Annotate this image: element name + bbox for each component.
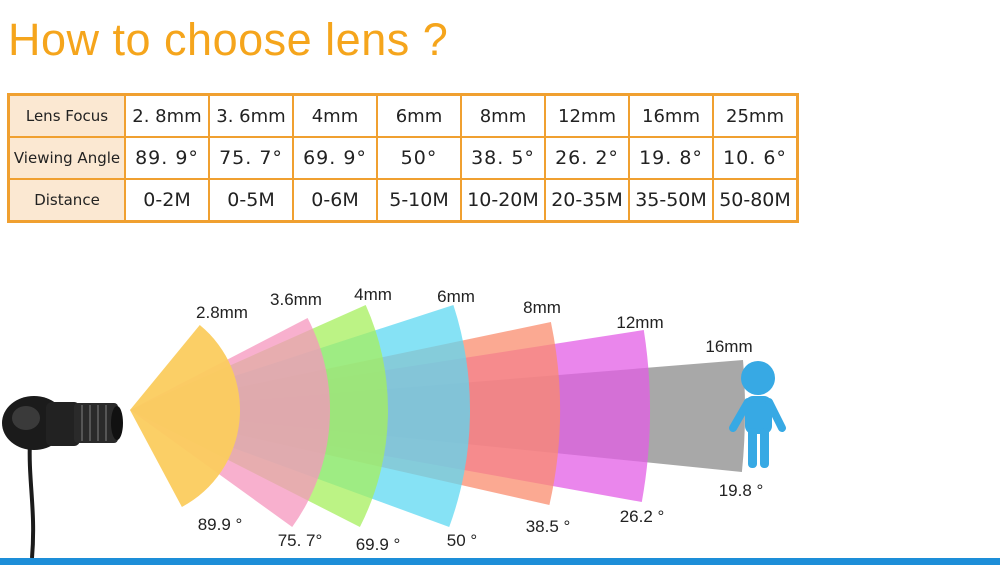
table-cell: 50-80M: [712, 178, 799, 223]
fan-angle-label: 89.9 °: [198, 515, 243, 534]
table-cell: 20-35M: [544, 178, 630, 223]
fan-angle-label: 69.9 °: [356, 535, 401, 554]
table-cell: 19. 8°: [628, 136, 714, 180]
table-cell: 8mm: [460, 93, 546, 138]
row-header: Distance: [7, 178, 126, 223]
table-cell: 0-5M: [208, 178, 294, 223]
table-cell: 10-20M: [460, 178, 546, 223]
field-of-view-diagram: 2.8mm 89.9 ° 3.6mm 75. 7° 4mm 69.9 ° 6mm 50 ° 8m…: [2, 285, 786, 559]
fan-focal-label: 8mm: [523, 298, 561, 317]
table-cell: 0-2M: [124, 178, 210, 223]
fan-angle-label: 38.5 °: [526, 517, 571, 536]
table-cell: 2. 8mm: [124, 93, 210, 138]
page-title: How to choose lens ?: [8, 14, 449, 65]
fan-angle-label: 19.8 °: [719, 481, 764, 500]
table-cell: 10. 6°: [712, 136, 799, 180]
table-row-viewing-angle: Viewing Angle 89. 9° 75. 7° 69. 9° 50° 3…: [7, 136, 799, 180]
table-cell: 0-6M: [292, 178, 378, 223]
fan-focal-label: 4mm: [354, 285, 392, 304]
table-cell: 38. 5°: [460, 136, 546, 180]
fan-focal-label: 2.8mm: [196, 303, 248, 322]
table-cell: 89. 9°: [124, 136, 210, 180]
table-cell: 75. 7°: [208, 136, 294, 180]
table-cell: 16mm: [628, 93, 714, 138]
fov-fan-28mm: [130, 325, 240, 507]
fov-labels: 2.8mm 89.9 ° 3.6mm 75. 7° 4mm 69.9 ° 6mm 50 ° 8m…: [196, 285, 763, 554]
table-row-lens-focus: Lens Focus 2. 8mm 3. 6mm 4mm 6mm 8mm 12m…: [7, 93, 799, 138]
table-cell: 25mm: [712, 93, 799, 138]
table-cell: 4mm: [292, 93, 378, 138]
camera-icon: [2, 396, 123, 559]
table-cell: 69. 9°: [292, 136, 378, 180]
fan-focal-label: 6mm: [437, 287, 475, 306]
row-header: Lens Focus: [7, 93, 126, 138]
table-cell: 26. 2°: [544, 136, 630, 180]
table-row-distance: Distance 0-2M 0-5M 0-6M 5-10M 10-20M 20-…: [7, 178, 799, 223]
table-cell: 50°: [376, 136, 462, 180]
fan-focal-label: 16mm: [705, 337, 752, 356]
lens-spec-table: Lens Focus 2. 8mm 3. 6mm 4mm 6mm 8mm 12m…: [7, 93, 799, 223]
fan-focal-label: 3.6mm: [270, 290, 322, 309]
row-header: Viewing Angle: [7, 136, 126, 180]
table-cell: 5-10M: [376, 178, 462, 223]
person-icon: [729, 361, 786, 468]
fov-fans: [130, 305, 746, 527]
fan-focal-label: 12mm: [616, 313, 663, 332]
fan-angle-label: 50 °: [447, 531, 477, 550]
table-cell: 6mm: [376, 93, 462, 138]
fan-angle-label: 26.2 °: [620, 507, 665, 526]
table-cell: 3. 6mm: [208, 93, 294, 138]
table-cell: 35-50M: [628, 178, 714, 223]
bottom-accent-bar: [0, 558, 1000, 565]
table-cell: 12mm: [544, 93, 630, 138]
fan-angle-label: 75. 7°: [278, 531, 323, 550]
